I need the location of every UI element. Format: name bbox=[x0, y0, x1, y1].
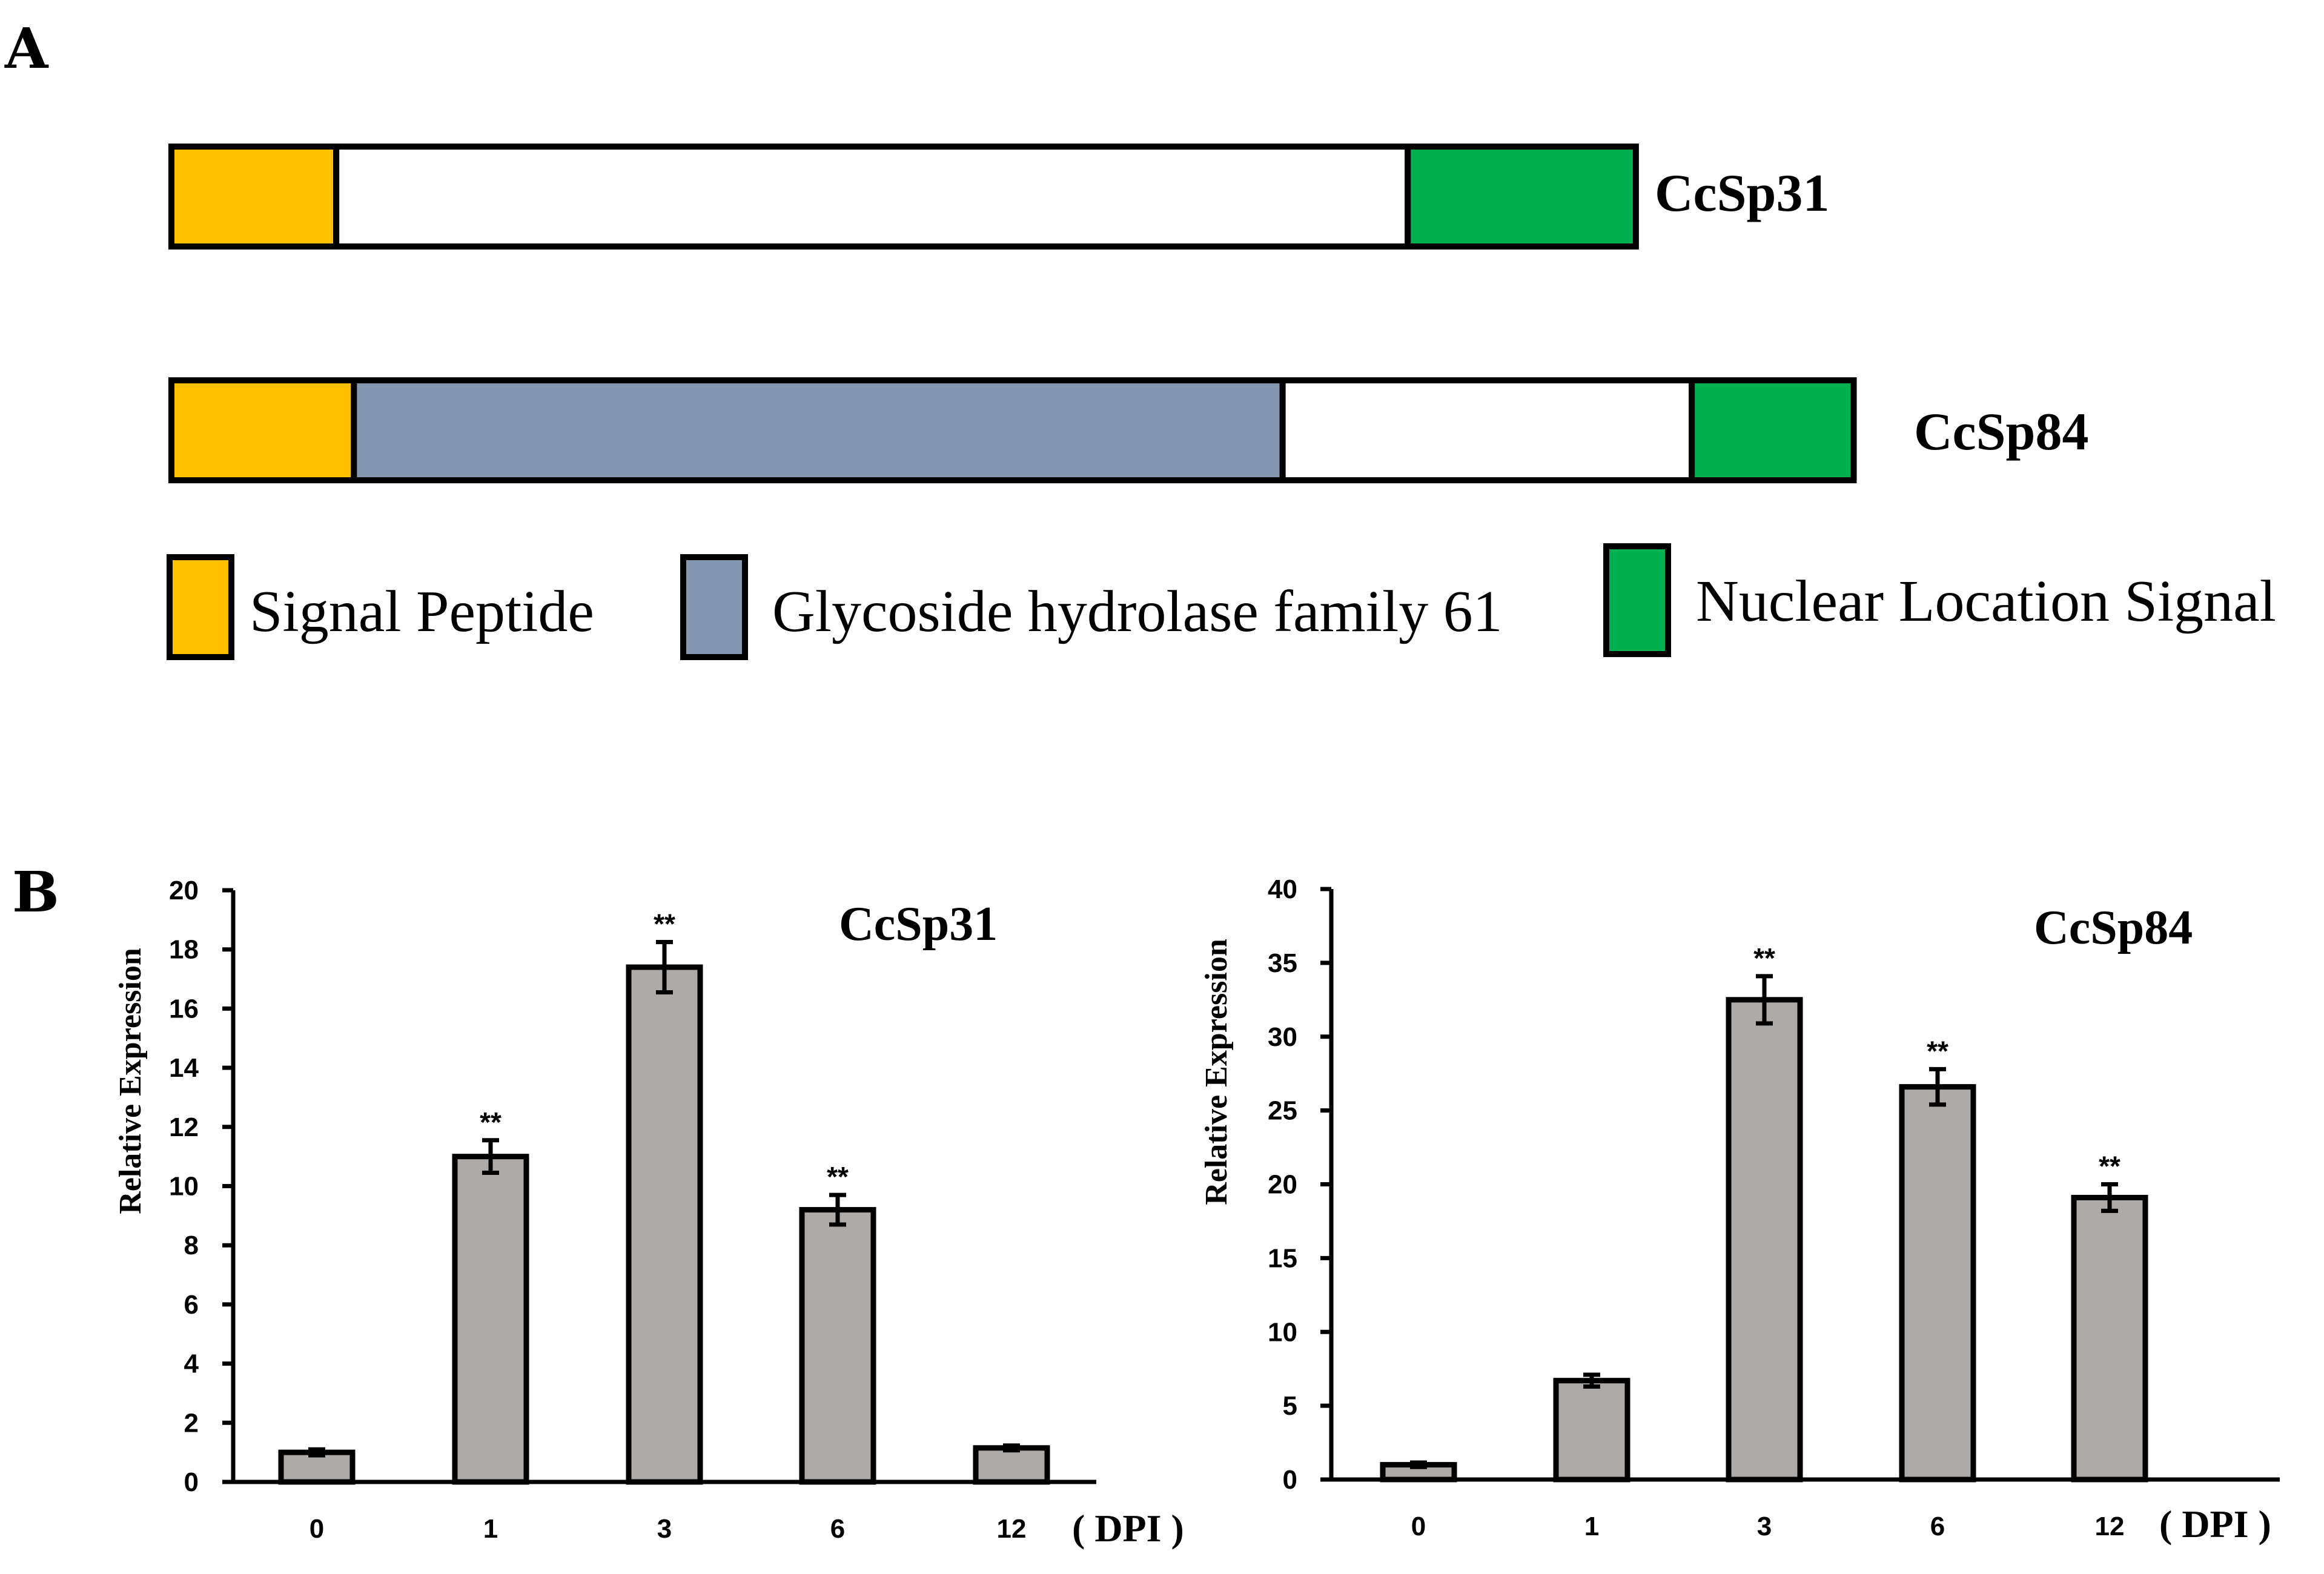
significance-label: ** bbox=[1927, 1035, 1948, 1066]
domain-nls-ccsp84 bbox=[1689, 377, 1857, 483]
y-tick-label: 0 bbox=[184, 1467, 199, 1497]
chart-ccsp31: CcSp31 Relative Expression ( DPI ) 0 2 4 6 8… bbox=[113, 876, 1184, 1550]
panel-a-letter: A bbox=[4, 16, 49, 81]
error-bar bbox=[482, 1138, 499, 1176]
bar-ccsp31-1 bbox=[452, 1154, 529, 1485]
y-axis-label-ccsp31: Relative Expression bbox=[113, 948, 148, 1214]
y-tick-label: 20 bbox=[169, 876, 199, 905]
domain-gh61-ccsp84 bbox=[351, 377, 1286, 483]
x-tick-label: 1 bbox=[483, 1514, 498, 1544]
x-tick-label: 12 bbox=[2095, 1512, 2125, 1541]
bar-ccsp84-12 bbox=[2071, 1194, 2148, 1483]
y-tick-label: 2 bbox=[184, 1408, 199, 1438]
y-tick-label: 16 bbox=[169, 994, 199, 1023]
x-tick-label: 0 bbox=[310, 1514, 324, 1544]
error-bar bbox=[829, 1192, 846, 1227]
y-tick-label: 18 bbox=[169, 935, 199, 965]
legend-swatch-signal-peptide bbox=[167, 554, 234, 660]
domain-none-ccsp84 bbox=[1279, 377, 1695, 483]
bar-ccsp31-6 bbox=[799, 1207, 876, 1485]
x-tick-label: 6 bbox=[830, 1514, 845, 1544]
domain-none-ccsp31 bbox=[333, 144, 1411, 250]
x-tick-label: 12 bbox=[997, 1514, 1027, 1544]
protein-label-ccsp31: CcSp31 bbox=[1655, 164, 1830, 223]
legend-label-gh61: Glycoside hydrolase family 61 bbox=[772, 579, 1503, 644]
significance-label: ** bbox=[2099, 1151, 2120, 1182]
bar-ccsp84-3 bbox=[1726, 997, 1803, 1483]
significance-label: ** bbox=[654, 908, 675, 939]
bar-ccsp31-3 bbox=[626, 964, 703, 1485]
y-tick-label: 10 bbox=[1268, 1317, 1297, 1347]
panel-b-letter: B bbox=[12, 859, 59, 925]
y-tick-label: 20 bbox=[1268, 1170, 1297, 1200]
y-tick-label: 12 bbox=[169, 1113, 199, 1142]
y-tick-label: 14 bbox=[169, 1053, 199, 1083]
significance-label: ** bbox=[1753, 942, 1775, 974]
y-tick-label: 15 bbox=[1268, 1243, 1297, 1273]
legend: Signal Peptide Glycoside hydrolase famil… bbox=[167, 543, 2276, 660]
legend-label-signal-peptide: Signal Peptide bbox=[250, 579, 594, 644]
bar-ccsp84-6 bbox=[1899, 1084, 1976, 1483]
x-tick-label: 3 bbox=[657, 1514, 672, 1544]
y-tick-label: 25 bbox=[1268, 1096, 1297, 1126]
chart-ccsp84: CcSp84 Relative Expression ( DPI ) 05101… bbox=[1199, 875, 2280, 1546]
bar-ccsp31-12 bbox=[973, 1445, 1050, 1485]
y-tick-label: 10 bbox=[169, 1172, 199, 1202]
x-unit-ccsp84: ( DPI ) bbox=[2159, 1503, 2271, 1546]
protein-schematic-ccsp84 bbox=[168, 377, 1857, 483]
y-tick-label: 40 bbox=[1268, 875, 1297, 904]
error-bar bbox=[1410, 1460, 1427, 1469]
error-bar bbox=[308, 1447, 325, 1458]
error-bar bbox=[1583, 1372, 1600, 1389]
y-tick-label: 5 bbox=[1283, 1391, 1297, 1421]
y-tick-label: 30 bbox=[1268, 1022, 1297, 1052]
x-unit-ccsp31: ( DPI ) bbox=[1072, 1507, 1184, 1550]
domain-signal-ccsp31 bbox=[168, 144, 340, 250]
y-axis-label-ccsp84: Relative Expression bbox=[1199, 939, 1234, 1205]
error-bar bbox=[1003, 1443, 1020, 1453]
domain-signal-ccsp84 bbox=[168, 377, 357, 483]
error-bar bbox=[1929, 1066, 1946, 1107]
significance-label: ** bbox=[827, 1161, 849, 1192]
error-bar bbox=[2101, 1182, 2118, 1213]
bar-ccsp84-1 bbox=[1553, 1378, 1630, 1483]
y-tick-label: 0 bbox=[1283, 1465, 1297, 1495]
x-tick-label: 3 bbox=[1757, 1512, 1772, 1541]
x-tick-label: 1 bbox=[1584, 1512, 1599, 1541]
x-tick-label: 0 bbox=[1411, 1512, 1426, 1541]
protein-label-ccsp84: CcSp84 bbox=[1914, 403, 2089, 461]
error-bar bbox=[656, 939, 673, 995]
legend-label-nls: Nuclear Location Signal bbox=[1696, 569, 2276, 634]
y-tick-label: 8 bbox=[184, 1231, 199, 1260]
chart-title-ccsp84: CcSp84 bbox=[2034, 901, 2193, 954]
protein-schematic-ccsp31 bbox=[168, 144, 1639, 250]
y-tick-label: 6 bbox=[184, 1290, 199, 1320]
error-bar bbox=[1756, 974, 1773, 1026]
y-tick-label: 4 bbox=[184, 1349, 199, 1379]
domain-nls-ccsp31 bbox=[1405, 144, 1639, 250]
legend-swatch-nls bbox=[1603, 543, 1671, 657]
x-tick-label: 6 bbox=[1930, 1512, 1945, 1541]
significance-label: ** bbox=[480, 1106, 502, 1138]
y-tick-label: 35 bbox=[1268, 948, 1297, 978]
chart-title-ccsp31: CcSp31 bbox=[839, 898, 998, 951]
legend-swatch-gh61 bbox=[680, 554, 748, 660]
